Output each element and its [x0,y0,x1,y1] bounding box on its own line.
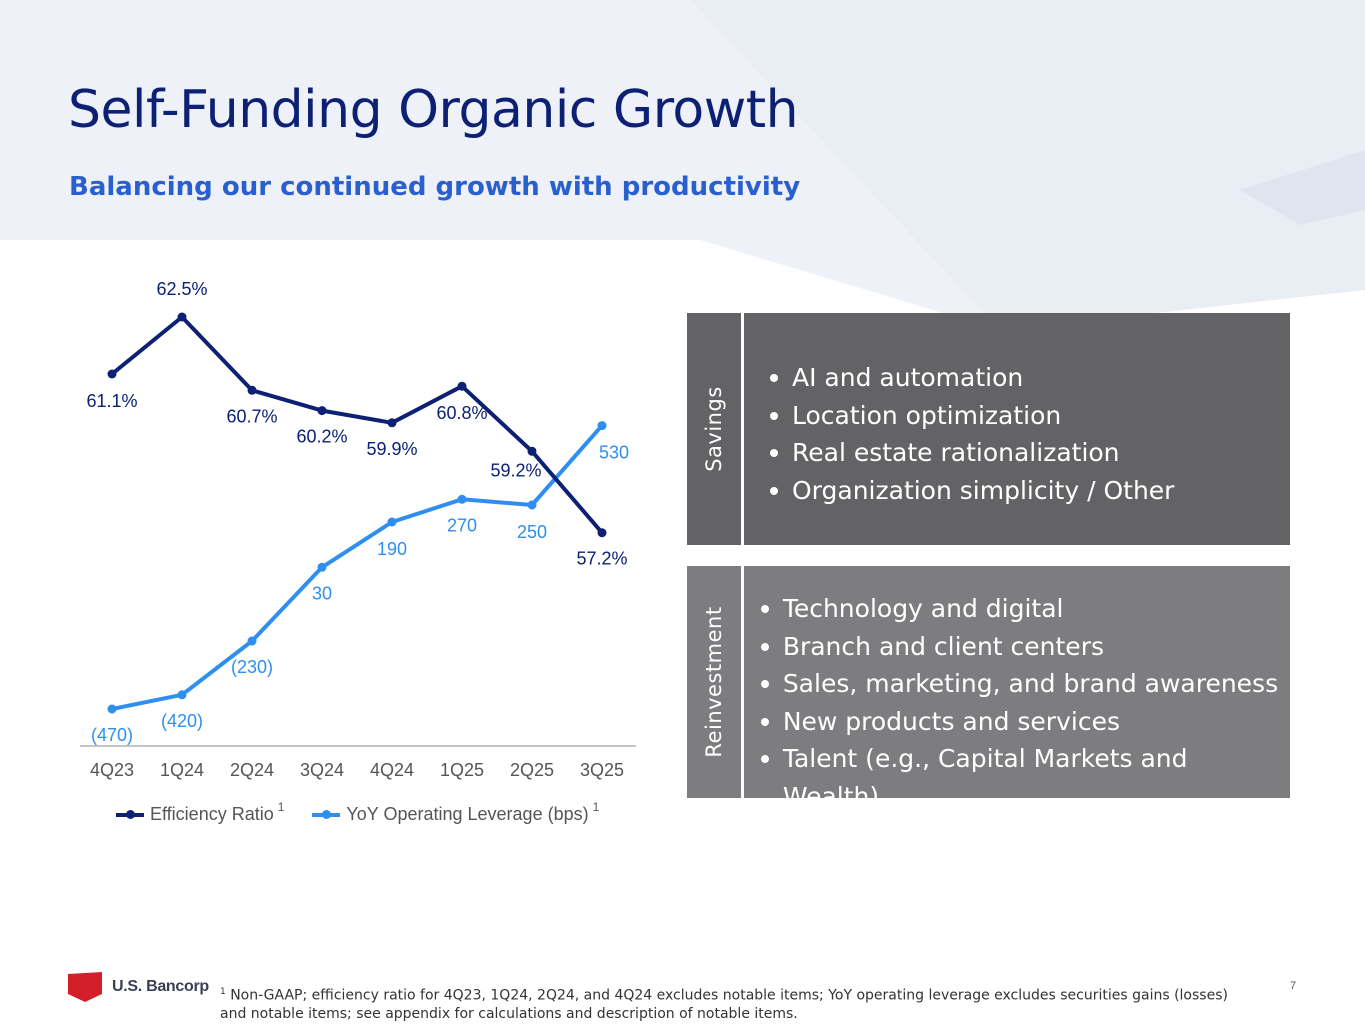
reinvestment-item: Talent (e.g., Capital Markets and Wealth… [759,740,1290,815]
legend-label-efficiency-ratio: Efficiency Ratio [150,804,274,824]
x-tick-label: 4Q23 [90,760,134,780]
reinvestment-item: Sales, marketing, and brand awareness [759,665,1290,703]
savings-label: Savings [702,386,726,472]
x-tick-label: 3Q25 [580,760,624,780]
reinvestment-side-label: Reinvestment [687,566,744,798]
x-tick-label: 1Q24 [160,760,204,780]
x-tick-label: 2Q25 [510,760,554,780]
operating-leverage-point [107,704,117,714]
efficiency-ratio-point [177,312,187,322]
operating-leverage-data-label: 530 [599,443,629,463]
operating-leverage-point [597,421,607,431]
savings-item: Location optimization [768,397,1174,435]
operating-leverage-data-label: 270 [447,515,477,535]
operating-leverage-data-label: 250 [517,522,547,542]
reinvestment-item: Technology and digital [759,590,1290,628]
efficiency-ratio-data-label: 60.8% [436,403,487,423]
x-tick-label: 2Q24 [230,760,274,780]
efficiency-ratio-point [387,418,397,428]
efficiency-ratio-point [597,528,607,538]
company-logo: U.S. Bancorp [68,972,209,1002]
x-tick-label: 4Q24 [370,760,414,780]
operating-leverage-data-label: (230) [231,657,273,677]
efficiency-ratio-data-label: 62.5% [156,279,207,299]
reinvestment-item: New products and services [759,703,1290,741]
legend-swatch-efficiency-ratio [116,809,144,819]
reinvestment-list: Technology and digital Branch and client… [744,566,1290,811]
legend-swatch-operating-leverage [312,809,341,819]
efficiency-ratio-point [247,385,257,395]
legend-item-efficiency-ratio: Efficiency Ratio 1 [116,800,284,825]
legend-label-operating-leverage: YoY Operating Leverage (bps) [346,804,589,824]
legend-footnote-marker: 1 [592,799,600,814]
operating-leverage-point [317,562,327,572]
operating-leverage-data-label: 30 [312,583,332,603]
efficiency-ratio-point [457,381,467,391]
savings-item: Real estate rationalization [768,434,1174,472]
footnote-text: Non-GAAP; efficiency ratio for 4Q23, 1Q2… [220,987,1228,1022]
savings-item: AI and automation [768,359,1174,397]
chart-legend: Efficiency Ratio 1 YoY Operating Leverag… [116,800,627,825]
reinvestment-item: Branch and client centers [759,628,1290,666]
efficiency-ratio-data-label: 61.1% [86,391,137,411]
x-tick-label: 1Q25 [440,760,484,780]
operating-leverage-line [111,424,604,711]
efficiency-ratio-data-label: 57.2% [576,549,627,569]
savings-side-label: Savings [687,313,744,545]
logo-text: U.S. Bancorp [112,978,209,995]
reinvestment-panel: Reinvestment Technology and digital Bran… [687,566,1290,811]
efficiency-ratio-data-label: 60.2% [296,427,347,447]
legend-footnote-marker: 1 [277,799,285,814]
legend-item-operating-leverage: YoY Operating Leverage (bps) 1 [312,800,599,825]
savings-panel: Savings AI and automation Location optim… [687,313,1290,545]
operating-leverage-point [387,517,397,527]
shield-icon [68,972,102,1002]
reinvestment-label: Reinvestment [701,606,726,758]
operating-leverage-point [247,636,257,646]
operating-leverage-point [527,500,537,510]
page-title: Self-Funding Organic Growth [68,80,799,140]
efficiency-ratio-line [110,315,604,535]
operating-leverage-point [177,690,187,700]
x-tick-label: 3Q24 [300,760,344,780]
efficiency-ratio-point [527,446,537,456]
operating-leverage-point [457,494,467,504]
efficiency-ratio-point [317,406,327,416]
savings-item: Organization simplicity / Other [768,472,1174,510]
footnote-marker: 1 [220,987,226,997]
efficiency-ratio-data-label: 59.2% [490,460,541,480]
operating-leverage-data-label: 190 [377,539,407,559]
efficiency-ratio-data-label: 60.7% [226,406,277,426]
operating-leverage-data-label: (420) [161,711,203,731]
efficiency-ratio-data-label: 59.9% [366,439,417,459]
efficiency-ratio-point [107,369,117,379]
footnote: 1 Non-GAAP; efficiency ratio for 4Q23, 1… [220,983,1250,1023]
page-subtitle: Balancing our continued growth with prod… [69,172,801,202]
savings-list: AI and automation Location optimization … [744,313,1174,545]
operating-leverage-data-label: (470) [91,725,133,745]
page-number: 7 [1290,980,1297,992]
